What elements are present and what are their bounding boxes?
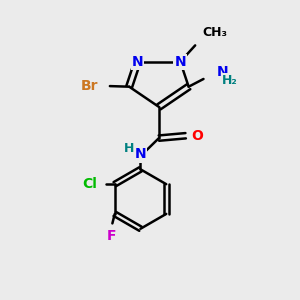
Text: Cl: Cl [82, 177, 97, 191]
Text: N: N [217, 65, 229, 79]
Text: F: F [107, 229, 116, 243]
Text: N: N [135, 148, 146, 161]
Text: N: N [132, 55, 143, 69]
Text: H₂: H₂ [222, 74, 238, 87]
Text: O: O [191, 129, 203, 143]
Text: CH₃: CH₃ [202, 26, 227, 38]
Text: Br: Br [80, 79, 98, 93]
Text: H: H [124, 142, 134, 155]
Text: N: N [175, 55, 186, 69]
